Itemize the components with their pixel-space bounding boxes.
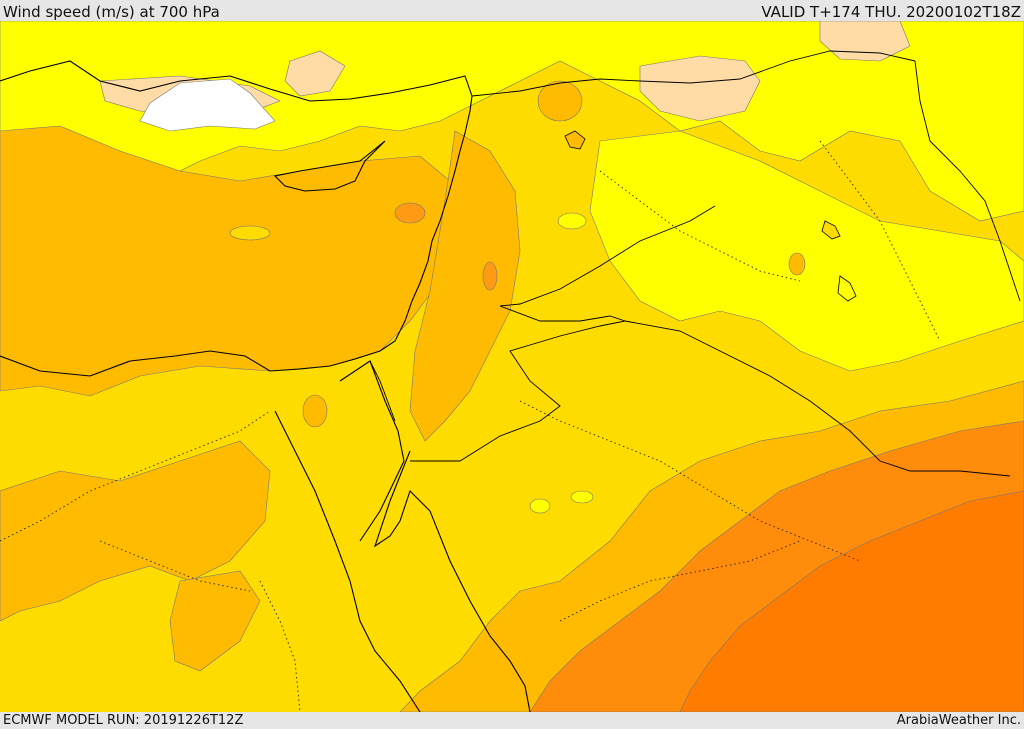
coastline-sinai-east <box>373 450 531 712</box>
map-header: Wind speed (m/s) at 700 hPa VALID T+174 … <box>0 0 1024 21</box>
admin-line-5 <box>559 540 801 622</box>
border-saudi-iraq <box>624 320 1011 477</box>
admin-line-6 <box>259 580 301 712</box>
model-run: ECMWF MODEL RUN: 20191226T12Z <box>3 713 244 728</box>
wind-patch-pale-3 <box>819 21 911 62</box>
border-iraq-iran <box>914 60 1021 302</box>
valid-time: VALID T+174 THU. 20200102T18Z <box>761 3 1021 21</box>
wind-blob-2 <box>482 261 498 291</box>
wind-patch-pale-4 <box>284 50 346 97</box>
wind-blob-1 <box>394 202 426 224</box>
coastline-red-sea <box>274 410 421 712</box>
wind-blob-9 <box>302 394 328 428</box>
map-footer: ECMWF MODEL RUN: 20191226T12Z ArabiaWeat… <box>0 712 1024 729</box>
coastline-med-south <box>0 95 473 377</box>
wind-speed-map[interactable] <box>0 21 1024 712</box>
wind-patch-pale-2 <box>639 55 761 122</box>
wind-blob-3 <box>537 80 583 122</box>
coastline-cyprus <box>273 140 386 192</box>
wind-patch-white <box>139 78 276 132</box>
admin-line-3 <box>599 170 801 282</box>
wind-blob-4 <box>788 252 806 276</box>
wind-patch-amber-sw <box>169 570 261 672</box>
wind-band-yellow-east <box>589 130 1024 372</box>
border-egypt-libya-north <box>369 360 396 422</box>
wind-blob-5 <box>529 498 551 514</box>
wind-blob-8 <box>229 225 271 241</box>
border-iraq-syria <box>499 205 716 307</box>
coastline-turkey <box>0 60 473 102</box>
wind-band-amber-egypt <box>0 440 271 622</box>
lake-2 <box>837 275 857 302</box>
border-jordan <box>410 305 627 462</box>
lake-3 <box>821 220 841 240</box>
wind-band-orange-dark-se <box>679 490 1024 712</box>
credit: ArabiaWeather Inc. <box>896 713 1021 728</box>
wind-blob-7 <box>557 212 587 230</box>
wind-blob-6 <box>570 490 594 504</box>
border-turkey-syria <box>471 50 916 97</box>
wind-band-amber-levant <box>409 130 521 442</box>
map-title: Wind speed (m/s) at 700 hPa <box>3 3 220 21</box>
lake-1 <box>564 130 586 150</box>
admin-line-7 <box>819 140 941 342</box>
